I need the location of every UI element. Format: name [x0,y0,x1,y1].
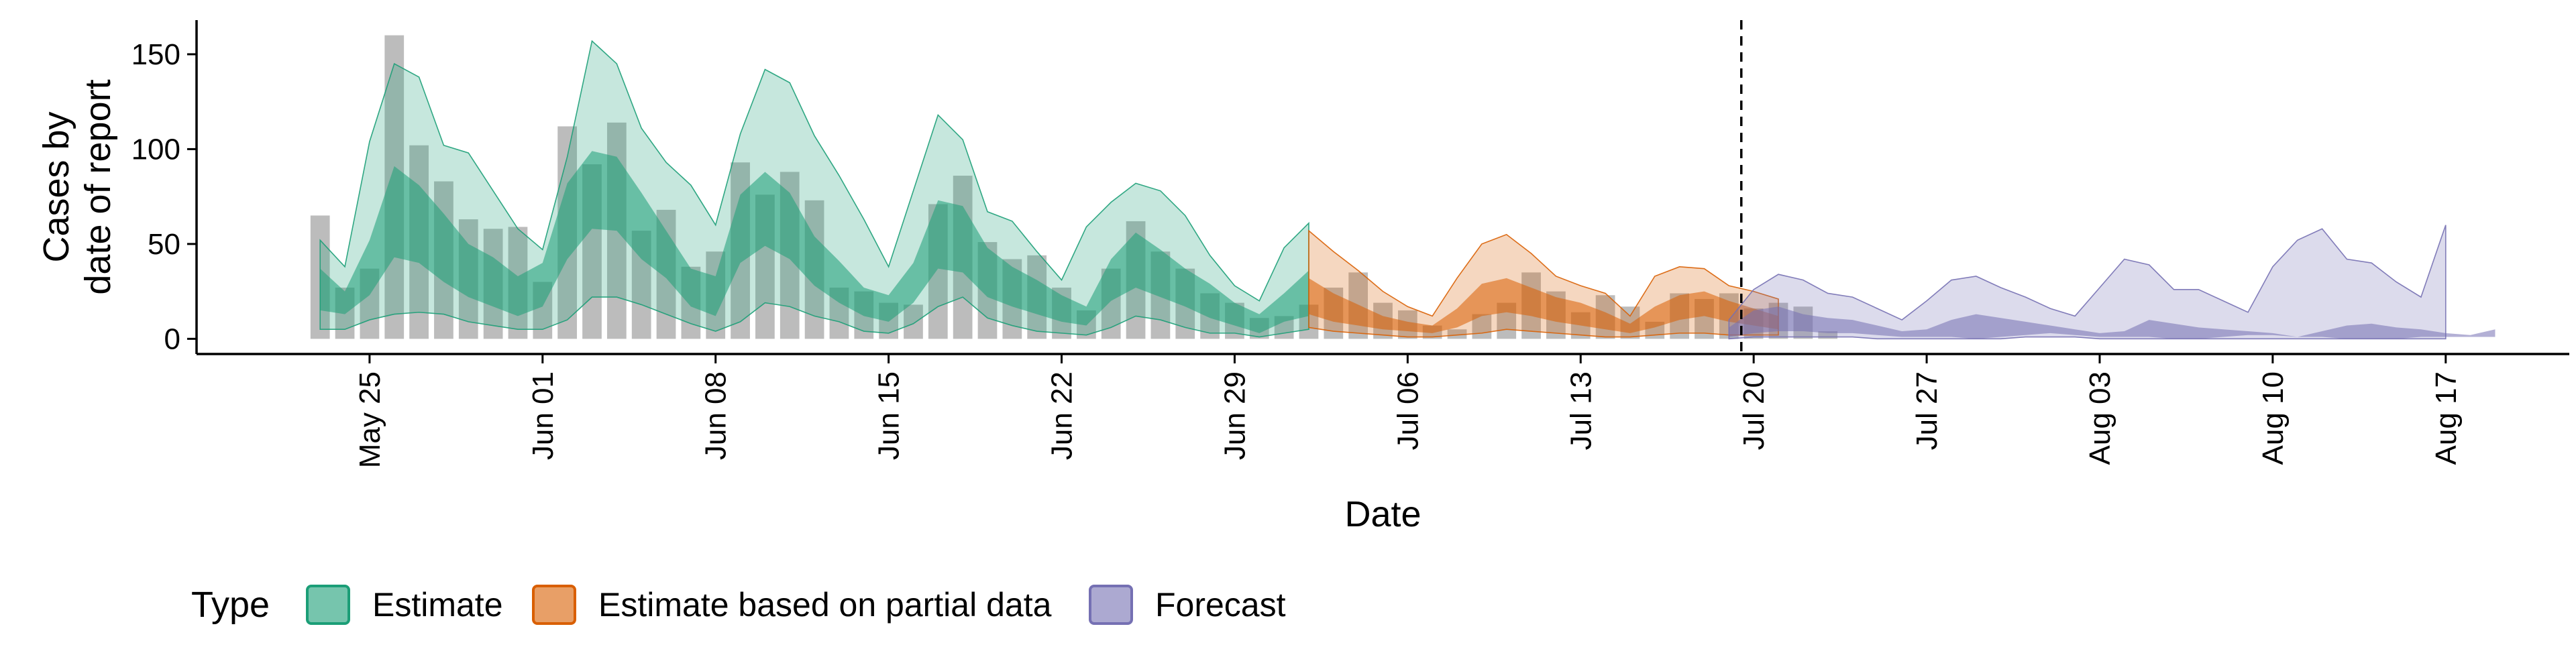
y-tick-label: 0 [164,322,180,355]
bar [1818,331,1838,339]
ribbons-layer [319,40,2496,340]
legend-layer: Type Estimate Estimate based on partial da… [191,585,1286,625]
axes-layer: 0 50 100 150 May 25 Jun 01 Jun 08 Jun 15 Jun 22 J… [36,20,2569,534]
x-tick-label: Jun 15 [873,371,906,460]
x-tick-label: Jul 20 [1737,371,1770,450]
y-axis-title-line: Cases by [36,111,76,262]
legend-label-forecast: Forecast [1155,586,1286,624]
x-tick-label: May 25 [354,371,386,468]
bar [904,304,923,339]
estimate-inner-band [320,151,1309,333]
y-tick-label: 100 [131,133,180,166]
estimate-based-on-partial-data-inner-band [1308,278,1778,333]
x-tick-label: Aug 10 [2257,371,2290,465]
x-tick-label: Jul 13 [1564,371,1597,450]
x-axis-title: Date [1344,494,1421,534]
estimate-outer-band [319,40,1309,338]
x-tick-label: Jun 22 [1046,371,1079,460]
legend-key-estimate [306,585,350,625]
legend-key-forecast [1089,585,1133,625]
x-tick-label: Jul 06 [1391,371,1424,450]
legend-label-estimate: Estimate [372,586,503,624]
bar [1447,329,1467,339]
legend-key-estimate-based-on-partial-data [532,585,576,625]
y-axis-title-line: date of report [78,79,118,294]
x-tick-label: Aug 03 [2084,371,2116,465]
legend-title: Type [191,585,270,625]
x-tick-label: Jun 29 [1218,371,1251,460]
x-tick-label: Jul 27 [1911,371,1943,450]
x-tick-label: Jun 01 [527,371,559,460]
legend-label-estimate-based-on-partial-data: Estimate based on partial data [598,586,1052,624]
x-tick-label: Jun 08 [700,371,733,460]
forecast-outer-band [1728,225,2447,340]
x-tick-label: Aug 17 [2430,371,2463,465]
y-tick-label: 50 [148,228,180,261]
forecast-inner-band [1729,306,2496,339]
y-axis-title: Cases bydate of report [36,79,118,294]
y-tick-label: 150 [131,38,180,71]
